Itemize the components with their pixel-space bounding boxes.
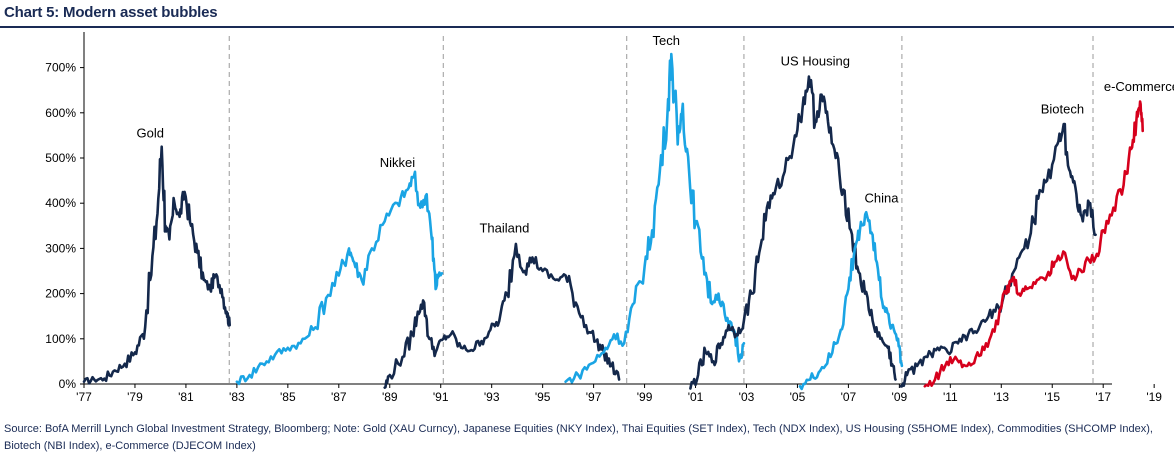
annotation-us-housing: US Housing — [781, 53, 850, 68]
y-tick-label: 100% — [45, 332, 76, 346]
series-line-china — [798, 210, 904, 391]
annotation-tech: Tech — [652, 33, 679, 48]
x-tick-label: '85 — [280, 390, 296, 404]
x-tick-label: '15 — [1044, 390, 1060, 404]
x-tick-label: '91 — [433, 390, 449, 404]
x-tick-label: '95 — [535, 390, 551, 404]
x-tick-label: '17 — [1095, 390, 1111, 404]
series-line-thailand — [383, 242, 621, 389]
annotation-biotech: Biotech — [1041, 102, 1084, 117]
x-tick-label: '93 — [484, 390, 500, 404]
y-tick-label: 0% — [59, 377, 77, 391]
annotation-nikkei: Nikkei — [380, 155, 416, 170]
series-line-nikkei — [235, 170, 444, 386]
x-tick-label: '01 — [688, 390, 704, 404]
y-tick-label: 500% — [45, 151, 76, 165]
x-tick-label: '13 — [993, 390, 1009, 404]
x-tick-label: '79 — [127, 390, 143, 404]
x-tick-label: '83 — [229, 390, 245, 404]
source-note: Source: BofA Merrill Lynch Global Invest… — [4, 423, 1153, 452]
y-tick-label: 700% — [45, 61, 76, 75]
y-tick-label: 600% — [45, 106, 76, 120]
series-line-e-commerce — [923, 100, 1144, 388]
x-tick-label: '07 — [841, 390, 857, 404]
x-tick-label: '97 — [586, 390, 602, 404]
x-tick-label: '19 — [1146, 390, 1162, 404]
series-line-tech — [564, 52, 746, 384]
x-tick-label: '87 — [331, 390, 347, 404]
series-line-gold — [82, 145, 231, 385]
annotation-thailand: Thailand — [479, 221, 529, 236]
annotation-e-commerce: e-Commerce — [1104, 79, 1174, 94]
annotation-gold: Gold — [137, 126, 164, 141]
chart-title: Chart 5: Modern asset bubbles — [4, 4, 218, 21]
title-rule — [0, 26, 1174, 28]
x-tick-label: '81 — [178, 390, 194, 404]
y-tick-label: 400% — [45, 196, 76, 210]
x-tick-label: '03 — [739, 390, 755, 404]
x-tick-label: '77 — [76, 390, 92, 404]
y-tick-label: 300% — [45, 241, 76, 255]
annotation-china: China — [865, 190, 900, 205]
y-tick-label: 200% — [45, 287, 76, 301]
x-tick-label: '99 — [637, 390, 653, 404]
series-line-us-housing — [689, 75, 897, 390]
x-tick-label: '09 — [892, 390, 908, 404]
x-tick-label: '11 — [943, 390, 958, 404]
x-tick-label: '05 — [790, 390, 806, 404]
x-tick-label: '89 — [382, 390, 398, 404]
